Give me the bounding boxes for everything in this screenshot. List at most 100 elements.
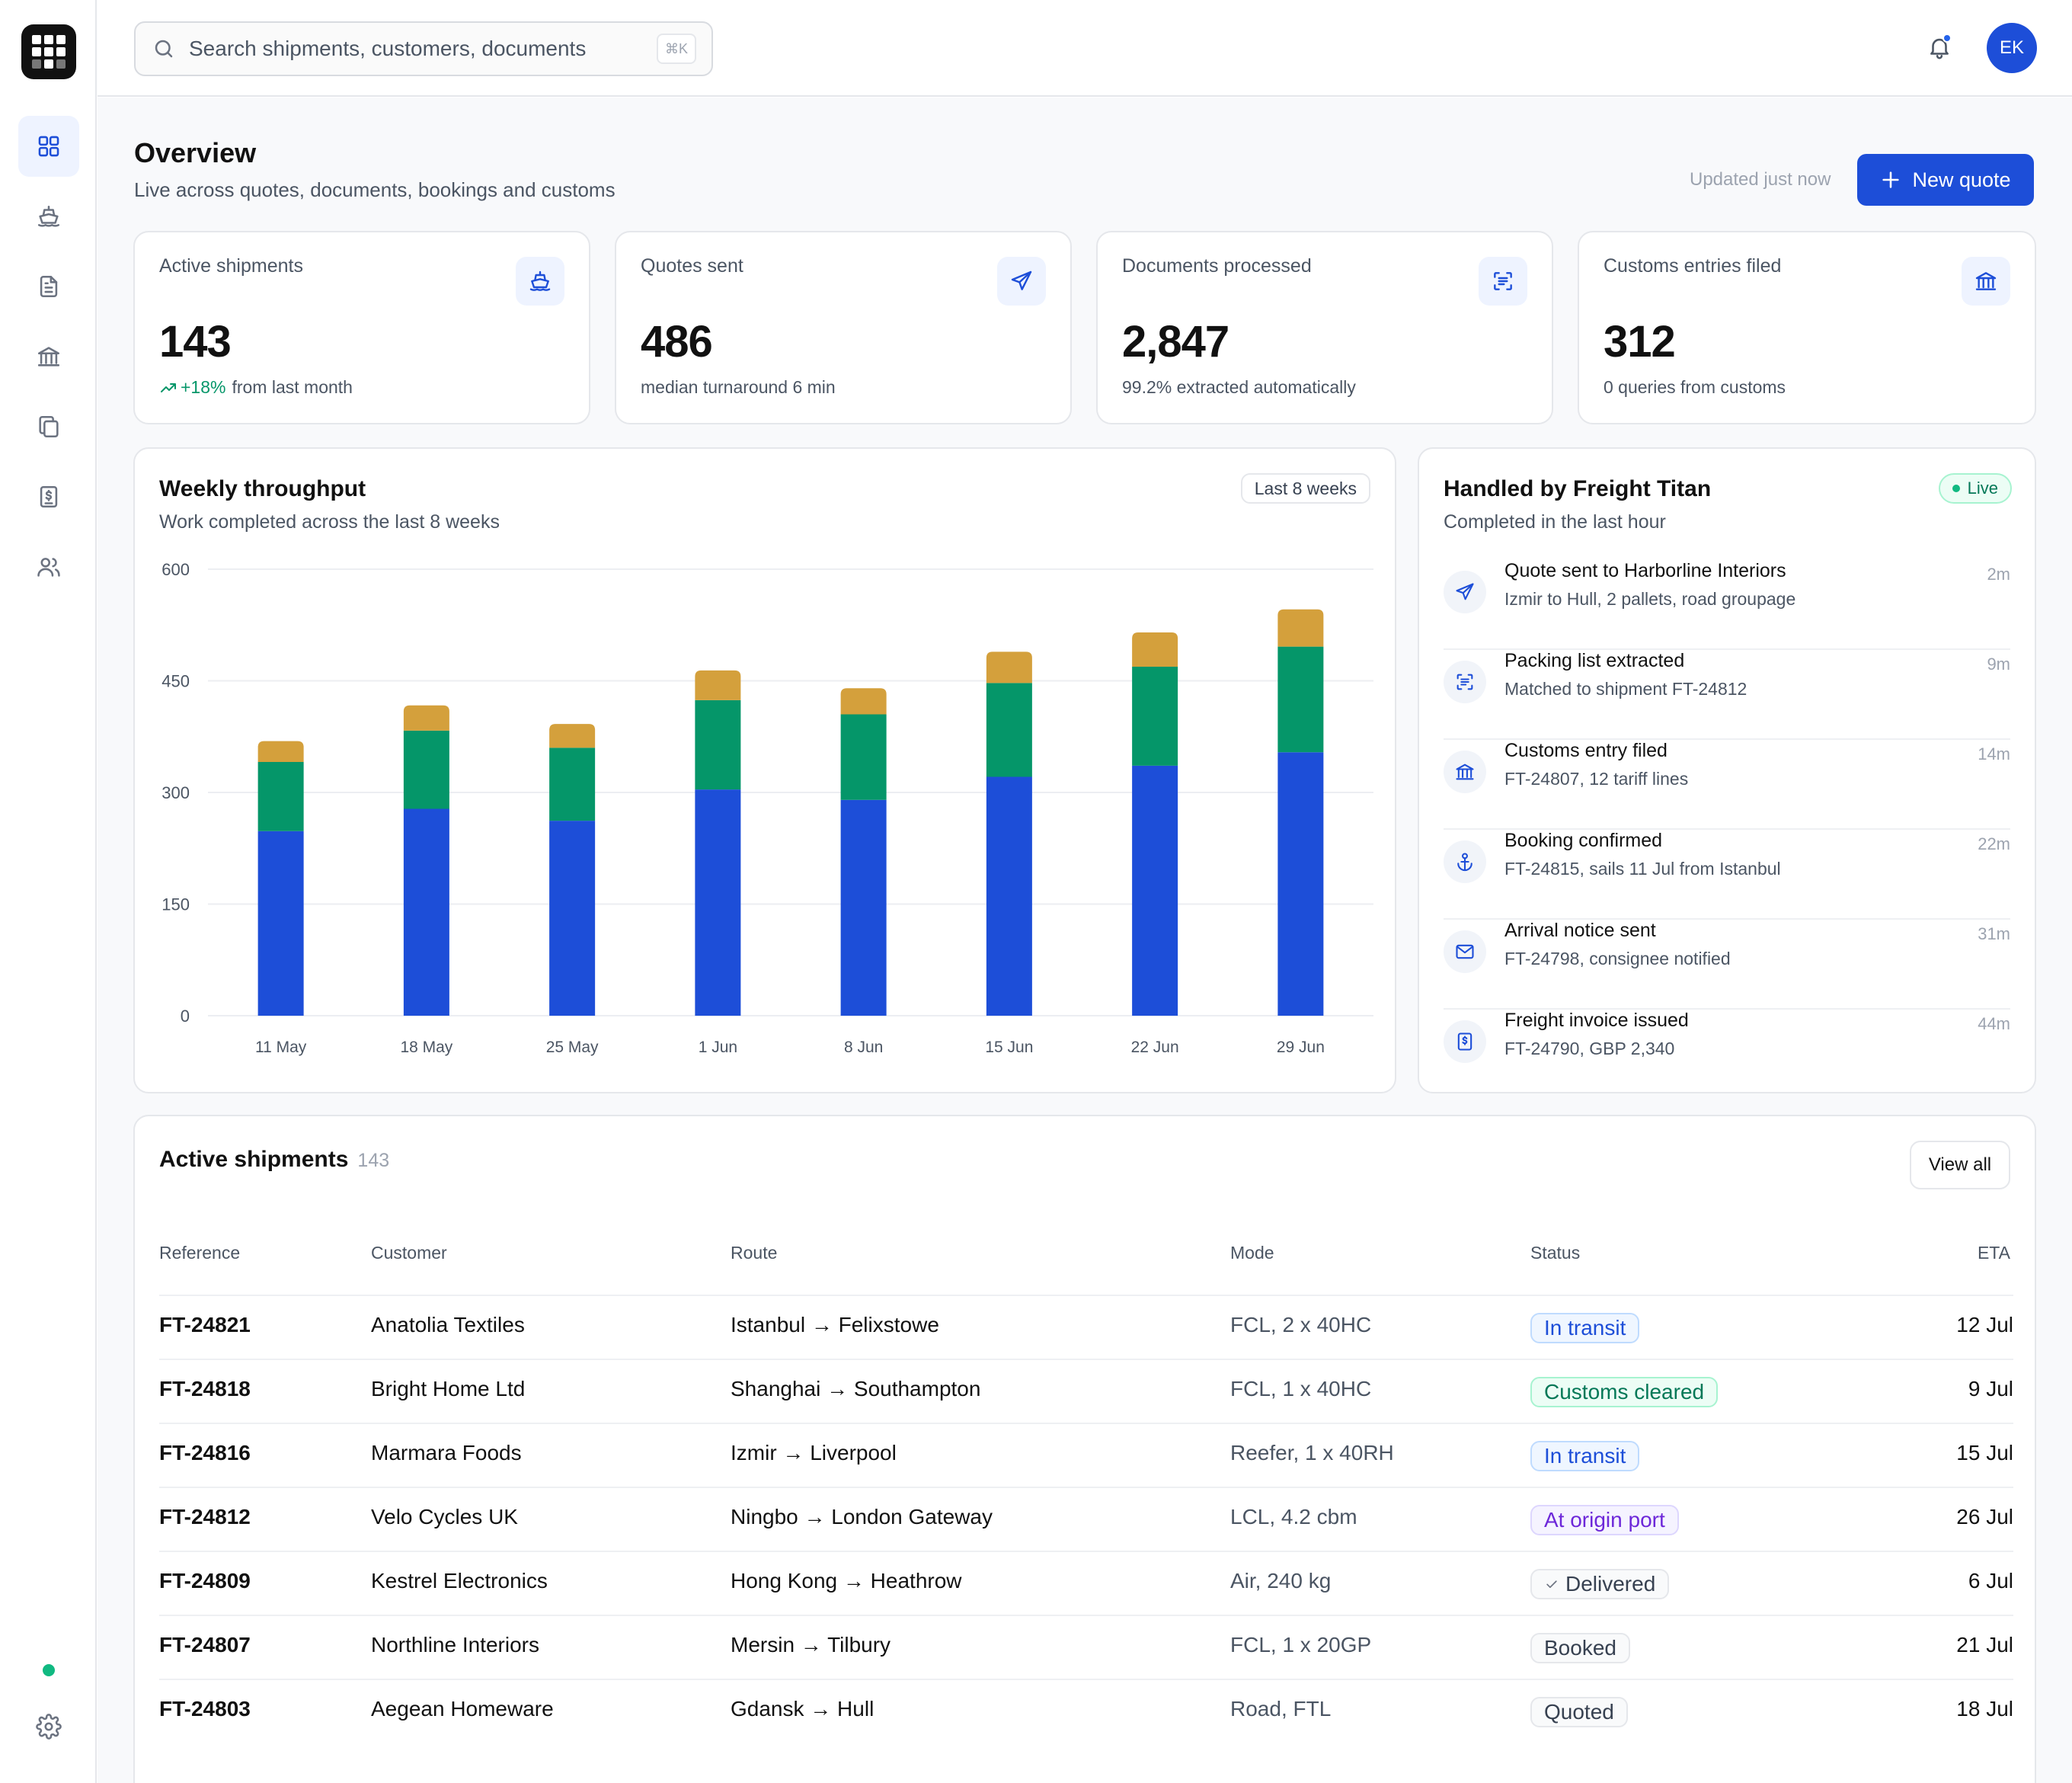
cell-route: Mersin → Tilbury <box>731 1633 891 1657</box>
view-all-button[interactable]: View all <box>1910 1141 2010 1189</box>
cell-mode: FCL, 2 x 40HC <box>1230 1313 1372 1336</box>
feed-item-desc: FT-24815, sails 11 Jul from Istanbul <box>1504 859 1781 879</box>
search-icon <box>155 40 173 58</box>
range-selector[interactable]: Last 8 weeks <box>1240 473 1370 504</box>
avatar[interactable]: EK <box>1987 23 2037 73</box>
mail-icon <box>1444 930 1486 973</box>
cell-eta: 18 Jul <box>1956 1697 2013 1721</box>
bank-icon <box>1444 751 1486 793</box>
cell-route: Ningbo → London Gateway <box>731 1505 993 1529</box>
cell-eta: 9 Jul <box>1968 1377 2013 1400</box>
feed-item-title: Booking confirmed <box>1504 830 1663 851</box>
sidebar-item-customs[interactable] <box>18 326 79 387</box>
anchor-icon <box>1444 840 1486 883</box>
document-icon <box>40 275 58 298</box>
status-badge: In transit <box>1530 1313 1640 1343</box>
feed-item[interactable]: Arrival notice sent FT-24798, consignee … <box>1444 920 2010 1010</box>
sidebar-item-shipments[interactable] <box>18 186 79 247</box>
cell-customer: Marmara Foods <box>371 1441 522 1464</box>
throughput-card: 0 150 300 450 600 11 May 18 May 25 May 1 Jun 8 Ju… <box>133 447 1396 1093</box>
cell-customer: Kestrel Electronics <box>371 1569 548 1593</box>
table-row[interactable]: FT-24816 Marmara Foods Izmir → Liverpool… <box>159 1423 2013 1487</box>
x-tick-label: 29 Jun <box>1277 1039 1325 1056</box>
column-header-mode[interactable]: Mode <box>1230 1243 1274 1263</box>
feed-item-desc: FT-24790, GBP 2,340 <box>1504 1039 1675 1058</box>
feed-item[interactable]: Customs entry filed FT-24807, 12 tariff … <box>1444 740 2010 830</box>
bar-segment <box>403 705 449 731</box>
throughput-chart: 0 150 300 450 600 11 May 18 May 25 May 1 Jun 8 Ju… <box>161 560 1373 1056</box>
bar-segment <box>986 651 1032 683</box>
status-badge: In transit <box>1530 1441 1640 1471</box>
new-quote-button[interactable]: New quote <box>1857 154 2034 206</box>
check-icon <box>1546 1580 1557 1588</box>
bell-icon <box>1930 38 1949 59</box>
page-title: Overview <box>134 137 257 168</box>
column-header-customer[interactable]: Customer <box>371 1243 447 1263</box>
cell-route: Gdansk → Hull <box>731 1697 875 1721</box>
table-row[interactable]: FT-24818 Bright Home Ltd Shanghai → Sout… <box>159 1359 2013 1423</box>
sidebar <box>0 0 97 1783</box>
bar-segment <box>695 699 741 790</box>
column-header-status[interactable]: Status <box>1530 1243 1581 1263</box>
bar-segment <box>403 730 449 809</box>
feed-item[interactable]: Quote sent to Harborline Interiors Izmir… <box>1444 560 2010 650</box>
feed-item-title: Quote sent to Harborline Interiors <box>1504 560 1786 581</box>
stat-sub-text: from last month <box>232 377 353 397</box>
cell-reference: FT-24807 <box>159 1633 251 1657</box>
stat-label: Documents processed <box>1122 255 1312 277</box>
shipments-table-card: Active shipments 143 View all Reference C… <box>133 1115 2036 1783</box>
sidebar-item-dashboard[interactable] <box>18 116 79 177</box>
cell-route: Shanghai → Southampton <box>731 1377 981 1400</box>
table-row[interactable]: FT-24803 Aegean Homeware Gdansk → Hull R… <box>159 1679 2013 1743</box>
column-header-reference[interactable]: Reference <box>159 1243 241 1263</box>
feed-item[interactable]: Packing list extracted Matched to shipme… <box>1444 650 2010 740</box>
feed-item-time: 2m <box>1987 565 2010 584</box>
cell-customer: Northline Interiors <box>371 1633 539 1657</box>
feed-item-title: Customs entry filed <box>1504 740 1668 761</box>
stat-card-documents-processed: Documents processed 2,847 99.2% extracte… <box>1096 231 1553 424</box>
sidebar-item-invoices[interactable] <box>18 466 79 527</box>
x-tick-label: 8 Jun <box>844 1039 883 1056</box>
ship-icon <box>516 257 564 306</box>
column-header-route[interactable]: Route <box>731 1243 778 1263</box>
sidebar-item-files[interactable] <box>18 396 79 457</box>
feed-item-title: Arrival notice sent <box>1504 920 1656 941</box>
search-input[interactable]: Search shipments, customers, documents ⌘… <box>134 21 713 76</box>
app-logo[interactable] <box>21 24 76 79</box>
column-header-eta[interactable]: ETA <box>1977 1243 2010 1263</box>
x-tick-label: 11 May <box>255 1039 307 1056</box>
cell-mode: Road, FTL <box>1230 1697 1332 1721</box>
bar-segment <box>695 670 741 700</box>
table-row[interactable]: FT-24807 Northline Interiors Mersin → Ti… <box>159 1615 2013 1679</box>
bar-segment <box>549 724 596 748</box>
feed-item[interactable]: Freight invoice issued FT-24790, GBP 2,3… <box>1444 1010 2010 1100</box>
sidebar-item-settings[interactable] <box>18 1696 79 1757</box>
stat-card-quotes-sent: Quotes sent 486 median turnaround 6 min <box>615 231 1072 424</box>
cell-customer: Bright Home Ltd <box>371 1377 526 1400</box>
stat-delta: +18% <box>159 377 225 398</box>
feed-item-desc: FT-24798, consignee notified <box>1504 949 1731 968</box>
sidebar-item-customers[interactable] <box>18 536 79 597</box>
feed-item-desc: FT-24807, 12 tariff lines <box>1504 769 1689 789</box>
status-badge: Customs cleared <box>1530 1377 1719 1407</box>
send-icon <box>1444 571 1486 613</box>
stat-sub: 0 queries from customs <box>1604 377 1786 397</box>
feed-item[interactable]: Booking confirmed FT-24815, sails 11 Jul… <box>1444 830 2010 920</box>
table-row[interactable]: FT-24821 Anatolia Textiles Istanbul → Fe… <box>159 1295 2013 1359</box>
cell-reference: FT-24812 <box>159 1505 251 1529</box>
cell-eta: 6 Jul <box>1968 1569 2013 1593</box>
table-row[interactable]: FT-24809 Kestrel Electronics Hong Kong →… <box>159 1551 2013 1615</box>
notifications-button[interactable] <box>1921 29 1958 66</box>
topbar: Search shipments, customers, documents ⌘… <box>98 0 2072 97</box>
bar-segment <box>257 741 304 762</box>
y-tick-label: 450 <box>161 672 190 691</box>
table-row[interactable]: FT-24812 Velo Cycles UK Ningbo → London … <box>159 1487 2013 1551</box>
grid-icon <box>38 136 59 157</box>
scan-icon <box>1479 257 1527 306</box>
activity-feed-card: Handled by Freight Titan Completed in th… <box>1418 447 2036 1093</box>
status-badge: Delivered <box>1530 1569 1670 1599</box>
sidebar-item-documents[interactable] <box>18 256 79 317</box>
bar-segment <box>549 821 596 1016</box>
stat-sub: 99.2% extracted automatically <box>1122 377 1356 397</box>
bar-segment <box>1277 609 1324 647</box>
